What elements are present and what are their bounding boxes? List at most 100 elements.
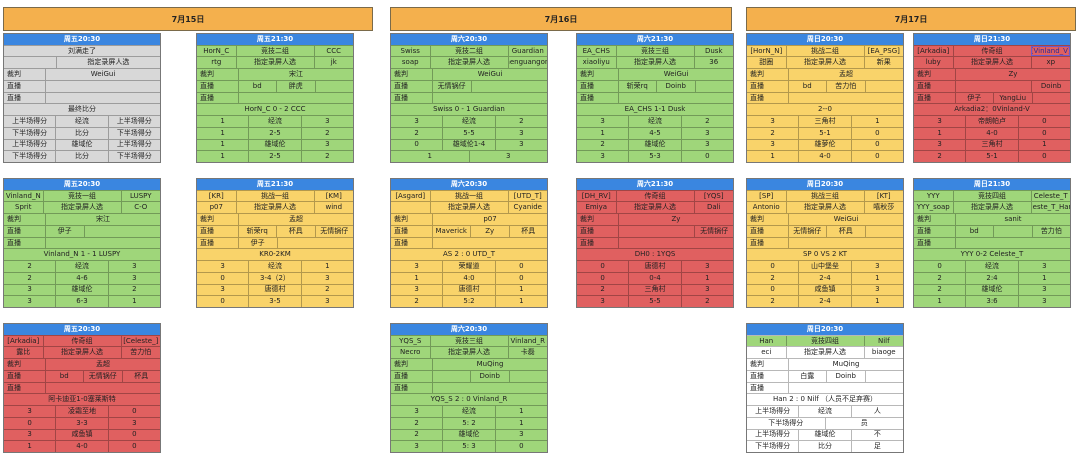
table-cell[interactable]: 1 xyxy=(427,152,432,161)
table-cell[interactable] xyxy=(864,370,904,382)
table-cell[interactable]: 竞技二组 xyxy=(429,45,508,57)
table-cell[interactable]: 5-5 xyxy=(628,296,680,308)
table-cell[interactable]: 指定录屏人选 xyxy=(785,202,864,214)
table-cell[interactable]: 直播 xyxy=(750,238,764,247)
table-cell[interactable]: 斩荣rq xyxy=(237,225,277,237)
match-time[interactable]: 周六20:30 xyxy=(450,179,488,188)
table-cell[interactable]: 指定录屏人选 xyxy=(55,57,160,69)
table-cell[interactable]: 竞技三组 xyxy=(429,335,508,347)
table-cell[interactable]: 1 xyxy=(937,297,942,306)
table-cell[interactable]: Nilf xyxy=(863,335,903,347)
table-cell[interactable]: 1 xyxy=(220,117,225,125)
table-cell[interactable]: 凌霜至地 xyxy=(55,406,107,417)
table-cell[interactable]: WeiGui xyxy=(432,69,547,80)
table-cell[interactable]: soap xyxy=(401,58,419,67)
table-cell[interactable]: 5-1 xyxy=(798,127,850,139)
table-cell[interactable]: 3 xyxy=(600,117,605,125)
match-time[interactable]: 周日20:30 xyxy=(806,324,844,333)
table-cell[interactable]: 3 xyxy=(937,117,942,125)
table-cell[interactable]: 3 xyxy=(220,285,225,294)
table-cell[interactable]: p07 xyxy=(432,214,547,225)
table-cell[interactable]: 2:4 xyxy=(965,272,1017,284)
table-cell[interactable]: 指定录屏人选 xyxy=(429,202,508,214)
table-cell[interactable]: 竞技三组 xyxy=(615,45,694,57)
table-cell[interactable]: 0 xyxy=(414,140,419,149)
table-cell[interactable]: 0 xyxy=(1017,116,1070,127)
table-cell[interactable]: [YQS] xyxy=(693,190,734,202)
table-cell[interactable]: 苦力怕 xyxy=(120,347,161,359)
table-cell[interactable]: 竞技二组 xyxy=(235,45,314,57)
table-cell[interactable]: 2-5 xyxy=(248,151,300,163)
table-cell[interactable]: 唐德村 xyxy=(248,284,300,296)
table-cell[interactable]: 裁判 xyxy=(7,360,21,369)
table-cell[interactable]: 下半场得分 xyxy=(755,442,791,451)
table-cell[interactable]: 0 xyxy=(107,406,160,417)
table-cell[interactable]: 无情锅仔 xyxy=(314,225,354,237)
table-cell[interactable]: 三角村 xyxy=(965,139,1017,151)
table-cell[interactable]: 1 xyxy=(107,296,160,308)
table-cell[interactable]: Doinb xyxy=(470,370,509,382)
table-cell[interactable] xyxy=(1031,92,1071,104)
table-cell[interactable]: 雄域伦 xyxy=(55,139,107,151)
table-cell[interactable]: 2 xyxy=(300,151,353,163)
table-cell[interactable]: 2 xyxy=(414,418,419,427)
table-cell[interactable]: 卡磊 xyxy=(507,347,548,359)
table-cell[interactable]: Arkadia2：0Vinland-V xyxy=(954,105,1030,114)
table-cell[interactable]: [EA_PSG] xyxy=(863,45,904,57)
table-cell[interactable]: 白露 xyxy=(787,370,827,382)
table-cell[interactable]: 伊子 xyxy=(954,92,994,104)
table-cell[interactable]: 3 xyxy=(27,285,32,294)
table-cell[interactable]: Necro xyxy=(400,348,421,357)
table-cell[interactable]: 3 xyxy=(300,116,353,127)
table-cell[interactable]: 0 xyxy=(107,441,160,453)
table-cell[interactable] xyxy=(864,80,904,92)
table-cell[interactable]: 经流 xyxy=(55,116,107,127)
table-cell[interactable]: Sprit xyxy=(15,203,32,212)
table-cell[interactable]: 直播 xyxy=(7,238,21,247)
table-cell[interactable] xyxy=(788,237,903,249)
table-cell[interactable]: luby xyxy=(925,58,941,67)
table-cell[interactable]: 2-4 xyxy=(798,272,850,284)
table-cell[interactable]: 3 xyxy=(468,151,548,163)
table-cell[interactable]: 6-3 xyxy=(55,296,107,308)
table-cell[interactable]: 裁判 xyxy=(917,215,931,224)
table-cell[interactable] xyxy=(83,225,161,237)
table-cell[interactable]: 直播 xyxy=(394,81,408,90)
table-cell[interactable]: 3 xyxy=(220,262,225,270)
table-cell[interactable]: 裁判 xyxy=(394,360,408,369)
table-cell[interactable] xyxy=(618,237,733,249)
table-cell[interactable]: 5-1 xyxy=(965,151,1017,163)
table-cell[interactable]: 帝朗帕卢 xyxy=(965,116,1017,127)
table-cell[interactable]: 直播 xyxy=(394,383,408,392)
table-cell[interactable]: 经流 xyxy=(628,116,680,127)
table-cell[interactable]: 3 xyxy=(850,284,903,296)
table-cell[interactable]: 5-3 xyxy=(628,151,680,163)
table-cell[interactable]: 竞技四组 xyxy=(785,335,864,347)
table-cell[interactable]: 1 xyxy=(850,272,903,284)
table-cell[interactable]: 5: 3 xyxy=(442,441,494,453)
table-cell[interactable]: 咸鱼镇 xyxy=(55,429,107,441)
table-cell[interactable] xyxy=(694,80,734,92)
table-cell[interactable]: 4-5 xyxy=(628,127,680,139)
table-cell[interactable]: Celeste_T_Harpy xyxy=(1030,202,1070,214)
table-cell[interactable]: 裁判 xyxy=(750,215,764,224)
table-cell[interactable]: xiaoliyu xyxy=(582,58,610,67)
table-cell[interactable] xyxy=(432,92,547,104)
table-cell[interactable]: YYY 0-2 Celeste_T xyxy=(960,250,1024,259)
table-cell[interactable]: 1 xyxy=(494,406,547,417)
table-cell[interactable]: 2 xyxy=(300,284,353,296)
match-time[interactable]: 周日20:30 xyxy=(806,34,844,43)
table-cell[interactable]: 2 xyxy=(680,296,733,308)
table-cell[interactable] xyxy=(431,370,471,382)
table-cell[interactable]: 3-3 xyxy=(55,417,107,429)
match-time[interactable]: 周五21:30 xyxy=(256,179,294,188)
table-cell[interactable]: 咸鱼镇 xyxy=(798,284,850,296)
table-cell[interactable]: 三角村 xyxy=(798,116,850,127)
table-cell[interactable]: EA_CHS xyxy=(582,46,610,55)
table-cell[interactable]: Swiss 0 - 1 Guardian xyxy=(433,105,505,114)
table-cell[interactable]: 1 xyxy=(1017,272,1070,284)
table-cell[interactable]: 2 xyxy=(107,284,160,296)
table-cell[interactable]: 3 xyxy=(107,417,160,429)
table-cell[interactable]: 3 xyxy=(494,429,547,441)
table-cell[interactable]: 杯具 xyxy=(121,370,161,382)
